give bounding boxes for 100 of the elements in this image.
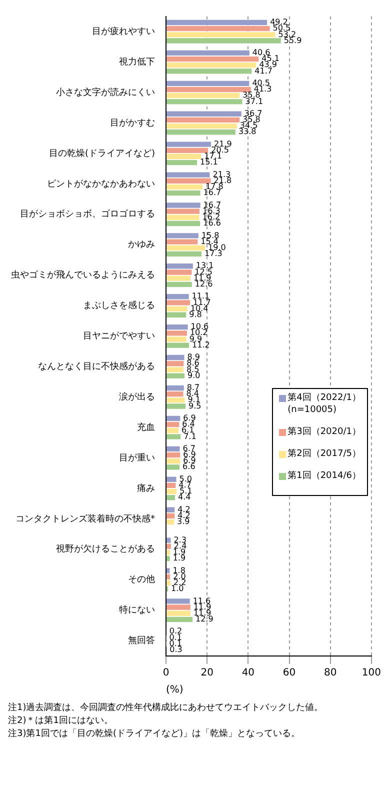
bar <box>166 56 259 62</box>
bar <box>166 111 242 116</box>
y-tick-label: 特にない <box>119 604 155 616</box>
bar <box>166 428 179 434</box>
data-label: 1.9 <box>172 554 186 563</box>
data-label: 15.1 <box>200 158 218 167</box>
bar <box>166 99 242 104</box>
bar <box>166 458 180 464</box>
bar <box>166 233 198 238</box>
legend-label: 第1回（2014/6） <box>288 470 361 482</box>
bar <box>166 519 174 525</box>
bar <box>166 86 251 92</box>
bar <box>166 464 180 470</box>
bar <box>166 598 190 604</box>
x-tick-label: 20 <box>200 668 214 679</box>
bar <box>166 342 190 348</box>
bar <box>166 385 184 391</box>
bar <box>166 574 170 580</box>
bar <box>166 172 210 178</box>
bar <box>166 93 240 98</box>
bar <box>166 452 180 458</box>
bar <box>166 160 198 166</box>
data-label: 2.3 <box>174 535 186 544</box>
bar <box>166 130 236 135</box>
bar <box>166 142 211 147</box>
bar <box>166 398 185 403</box>
y-tick-label: 目が重い <box>119 452 155 464</box>
x-tick-label: 60 <box>282 668 296 679</box>
data-label: 4.4 <box>178 492 191 502</box>
bar <box>166 616 193 622</box>
bar <box>166 330 187 336</box>
bar <box>166 507 175 512</box>
data-label: 7.1 <box>184 432 196 441</box>
bar <box>166 306 188 312</box>
y-tick-label: 目がかすむ <box>110 118 155 128</box>
data-label: 3.9 <box>177 517 190 526</box>
bar <box>166 251 202 257</box>
data-label: 37.1 <box>245 96 264 106</box>
data-label: 41.7 <box>254 66 272 76</box>
y-tick-label: 視力低下 <box>119 56 155 68</box>
x-tick-label: 0 <box>162 668 170 679</box>
bar <box>166 148 208 153</box>
bar <box>166 178 211 184</box>
legend-label: 第2回（2017/5） <box>288 448 361 460</box>
x-tick-label: 100 <box>362 668 382 679</box>
y-tick-label: 目が疲れやすい <box>92 26 155 37</box>
x-tick-label: 40 <box>242 668 255 679</box>
data-label: 17.3 <box>204 249 222 258</box>
y-tick-label: かゆみ <box>128 240 155 250</box>
bar <box>166 391 184 397</box>
data-label: 12.6 <box>194 280 213 288</box>
bar <box>166 270 192 275</box>
bar <box>166 361 184 366</box>
bar <box>166 264 193 269</box>
y-tick-label: 充血 <box>137 422 155 433</box>
data-label: 16.6 <box>203 218 221 228</box>
bar <box>166 154 202 160</box>
y-tick-label: 視野が欠けることがある <box>56 544 155 555</box>
bar <box>166 354 184 360</box>
legend-label: 第3回（2020/1） <box>288 426 361 438</box>
bar <box>166 416 180 422</box>
data-label: 16.7 <box>203 188 222 198</box>
bar <box>166 239 198 244</box>
x-tick-label: 80 <box>324 668 337 679</box>
bar <box>166 80 250 86</box>
bar <box>166 446 180 452</box>
bar <box>166 476 176 482</box>
bar <box>166 32 276 38</box>
bar <box>166 294 189 300</box>
y-tick-label: 無回答 <box>128 635 155 646</box>
bar <box>166 20 268 26</box>
text: 注3)第1回では「目の乾燥(ドライアイなど)」は「乾燥」となっている。 <box>8 728 301 741</box>
data-label: 9.8 <box>189 310 202 319</box>
bar <box>166 495 176 500</box>
bar <box>166 50 250 56</box>
bar <box>166 568 170 574</box>
bar <box>166 550 170 556</box>
bar <box>166 513 175 518</box>
bar <box>166 184 203 190</box>
bar <box>166 556 170 562</box>
y-tick-label: 目の乾燥(ドライアイなど) <box>48 148 155 159</box>
bar <box>166 312 186 318</box>
x-axis-title: (%) <box>166 684 184 696</box>
y-tick-label: その他 <box>128 574 155 586</box>
data-label: 6.7 <box>182 444 196 453</box>
y-tick-label: ピントがなかなかあわない <box>47 178 155 190</box>
bar <box>166 38 281 44</box>
data-label: 21.3 <box>212 170 231 179</box>
data-label: 33.8 <box>238 127 256 136</box>
y-tick-label: 目がショボショボ、ゴロゴロする <box>20 208 155 220</box>
bar <box>166 488 176 494</box>
bar <box>166 434 181 440</box>
text: 注1)過去調査は、今回調査の性年代構成比にあわせてウエイトバックした値。 <box>8 702 324 715</box>
y-tick-label: 虫やゴミが飛んでいるようにみえる <box>11 270 155 281</box>
data-label: 12.9 <box>196 614 214 624</box>
bar <box>166 373 184 378</box>
bar <box>166 404 186 409</box>
y-tick-label: 痛み <box>137 482 155 494</box>
bar <box>166 482 176 488</box>
bar <box>166 117 240 123</box>
